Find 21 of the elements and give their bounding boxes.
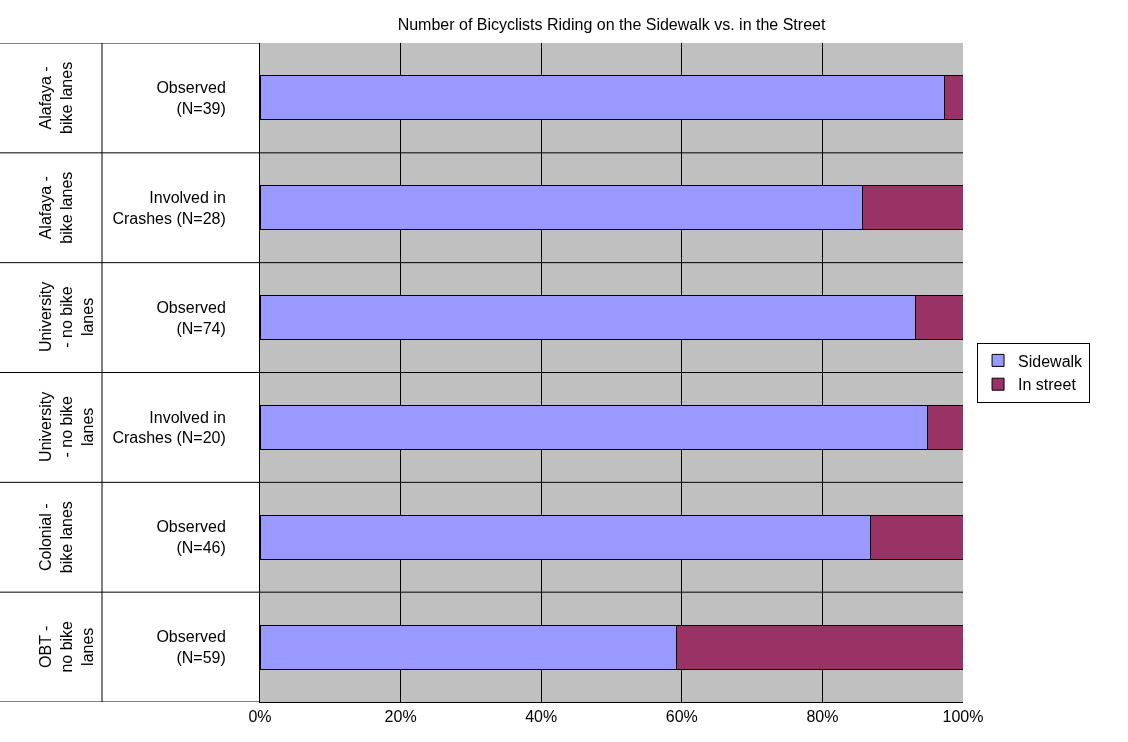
chart-title: Number of Bicyclists Riding on the Sidewalk vs. in the Street — [397, 15, 826, 33]
text: University - no bike lanes — [36, 281, 96, 353]
y-tick-label: Observed (N=59) — [156, 628, 226, 667]
text: Colonial - bike lanes — [36, 501, 75, 574]
legend-label: In street — [1018, 376, 1077, 394]
x-tick-label: 80% — [806, 708, 839, 726]
y-tick-label: Observed (N=39) — [156, 79, 226, 117]
text: Alafaya - bike lanes — [37, 171, 76, 244]
y-tick-label: Involved in Crashes (N=20) — [112, 408, 226, 447]
legend-label: Sidewalk — [1018, 352, 1084, 370]
y-tick-label: Observed (N=74) — [156, 298, 226, 337]
x-tick-label: 100% — [942, 708, 984, 726]
x-tick-label: 40% — [525, 708, 558, 726]
y-tick-label: Involved in Crashes (N=28) — [112, 188, 226, 227]
x-tick-label: 60% — [665, 708, 698, 726]
text: OBT - no bike lanes — [37, 620, 97, 673]
y-tick-label: Observed (N=46) — [156, 518, 226, 557]
x-tick-label: 20% — [384, 708, 417, 726]
x-tick-label: 0% — [248, 708, 272, 726]
text: Alafaya - bike lanes — [37, 61, 75, 134]
text: University - no bike lanes — [37, 391, 96, 462]
